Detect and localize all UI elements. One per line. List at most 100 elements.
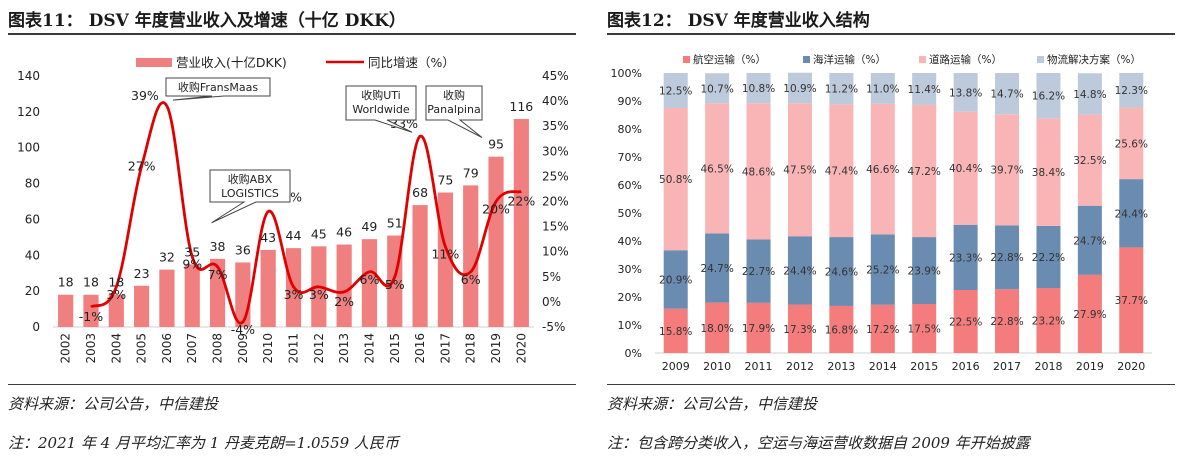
x-axis-tick-label: 2015	[388, 333, 402, 364]
right-axis-tick-label: 40%	[542, 94, 569, 108]
stack-data-label: 16.2%	[1032, 91, 1065, 103]
revenue-data-label: 45	[311, 226, 327, 241]
right-axis-tick-label: -5%	[542, 320, 565, 334]
stack-data-label: 24.7%	[1073, 235, 1106, 247]
growth-data-label: 6%	[360, 272, 380, 287]
revenue-bar	[159, 269, 175, 327]
stack-segment	[663, 73, 688, 108]
revenue-data-label: 32	[159, 250, 175, 265]
acquisition-callout-box	[209, 169, 291, 224]
right-source: 资料来源：公司公告，中信建投	[607, 395, 818, 413]
stack-data-label: 22.5%	[949, 317, 982, 329]
stack-data-label: 10.7%	[700, 83, 733, 95]
left-axis-tick-label: 20	[25, 284, 40, 298]
stack-data-label: 25.2%	[866, 265, 899, 277]
left-axis-tick-label: 40	[25, 248, 40, 262]
legend-swatch	[1037, 56, 1044, 63]
revenue-bar	[83, 294, 99, 327]
legend-swatch-revenue	[136, 58, 172, 67]
legend-swatch	[803, 56, 810, 63]
revenue-data-label: 75	[437, 173, 453, 188]
x-axis-tick-label: 2003	[84, 333, 98, 364]
legend-label: 航空运输（%）	[693, 53, 766, 66]
stack-segment	[663, 250, 688, 309]
stack-segment	[995, 225, 1020, 290]
stack-data-label: 15.8%	[659, 326, 692, 338]
left-title-rule	[8, 33, 576, 35]
revenue-bar	[361, 239, 378, 327]
stack-data-label: 23.2%	[1032, 316, 1065, 328]
stack-data-label: 10.9%	[783, 83, 816, 95]
stack-data-label: 46.5%	[700, 163, 733, 175]
stack-data-label: 12.3%	[1115, 85, 1148, 97]
stack-data-label: 27.9%	[1073, 309, 1106, 321]
y-axis-tick-label: 70%	[618, 151, 642, 164]
right-chart-title: 图表12： DSV 年度营业收入结构	[607, 11, 870, 31]
right-title-rule	[607, 33, 1175, 35]
acquisition-callout-text: Panalpina	[427, 103, 480, 116]
stack-segment	[995, 289, 1020, 353]
y-axis-tick-label: 20%	[618, 291, 642, 304]
revenue-data-label: 44	[286, 228, 302, 243]
revenue-data-label: 23	[134, 266, 150, 281]
stack-segment	[746, 73, 771, 104]
y-axis-tick-label: 40%	[618, 235, 642, 248]
growth-data-label: 9%	[182, 257, 202, 272]
growth-data-label: 22%	[507, 193, 535, 208]
legend-label: 道路运输（%）	[929, 53, 1002, 66]
growth-data-label: 7%	[208, 267, 228, 282]
left-axis-tick-label: 80	[25, 177, 40, 191]
revenue-structure-chart: 0% 10% 20% 30% 40% 50% 60% 70% 80% 90% 100% 15.8% 20…	[611, 53, 1152, 373]
stack-segment	[1077, 274, 1102, 353]
x-axis-tick-label: 2014	[362, 333, 376, 364]
stack-data-label: 24.4%	[783, 265, 816, 277]
stack-data-label: 46.6%	[866, 164, 899, 176]
right-axis-tick-label: 20%	[542, 195, 569, 209]
legend-label-revenue: 营业收入(十亿DKK)	[176, 55, 287, 70]
revenue-bar	[260, 249, 276, 327]
left-source-rule	[8, 384, 576, 385]
stack-segment	[705, 302, 730, 353]
legend-label: 物流解决方案（%）	[1047, 53, 1141, 66]
x-axis-tick-label: 2007	[185, 333, 199, 364]
revenue-data-label: 46	[336, 225, 352, 240]
stack-segment	[995, 114, 1020, 226]
stack-segment	[1119, 247, 1144, 353]
stack-data-label: 22.7%	[742, 266, 775, 278]
stack-data-label: 38.4%	[1032, 167, 1065, 179]
revenue-data-label: 36	[235, 242, 251, 257]
x-axis-tick-label: 2002	[59, 333, 73, 364]
x-axis-tick-label: 2018	[1034, 360, 1062, 373]
stack-data-label: 14.7%	[990, 89, 1023, 101]
x-axis-tick-label: 2015	[910, 360, 938, 373]
revenue-data-label: 38	[210, 239, 226, 254]
left-axis-tick-label: 140	[17, 69, 40, 83]
x-axis-tick-label: 2005	[135, 333, 149, 364]
revenue-data-label: 79	[463, 165, 479, 180]
revenue-bar	[134, 285, 150, 327]
revenue-data-label: 116	[509, 99, 533, 114]
x-axis-tick-label: 2014	[869, 360, 897, 373]
y-axis-tick-label: 10%	[618, 319, 642, 332]
growth-data-label: 27%	[128, 158, 156, 173]
growth-line	[90, 101, 522, 325]
stack-segment	[953, 224, 978, 290]
stack-data-label: 39.7%	[990, 165, 1023, 177]
left-source: 资料来源：公司公告，中信建投	[8, 395, 219, 413]
stack-data-label: 22.2%	[1032, 252, 1065, 264]
revenue-data-label: 43	[260, 230, 276, 245]
left-chart-title: 图表11： DSV 年度营业收入及增速（十亿 DKK）	[8, 11, 406, 31]
revenue-bar	[513, 119, 529, 328]
acquisition-callout-text: 收购ABX	[228, 172, 273, 186]
x-axis-tick-label: 2011	[287, 333, 301, 364]
x-axis-tick-label: 2018	[464, 333, 478, 364]
revenue-bar	[463, 185, 479, 327]
stack-data-label: 23.3%	[949, 252, 982, 264]
stack-data-label: 13.8%	[949, 87, 982, 99]
x-axis-tick-label: 2012	[312, 333, 326, 364]
x-axis-tick-label: 2020	[1117, 360, 1145, 373]
x-axis-tick-label: 2016	[413, 333, 427, 364]
acquisition-callout-box	[345, 85, 417, 133]
stack-data-label: 37.7%	[1115, 295, 1148, 307]
right-axis-tick-label: 30%	[542, 144, 569, 158]
